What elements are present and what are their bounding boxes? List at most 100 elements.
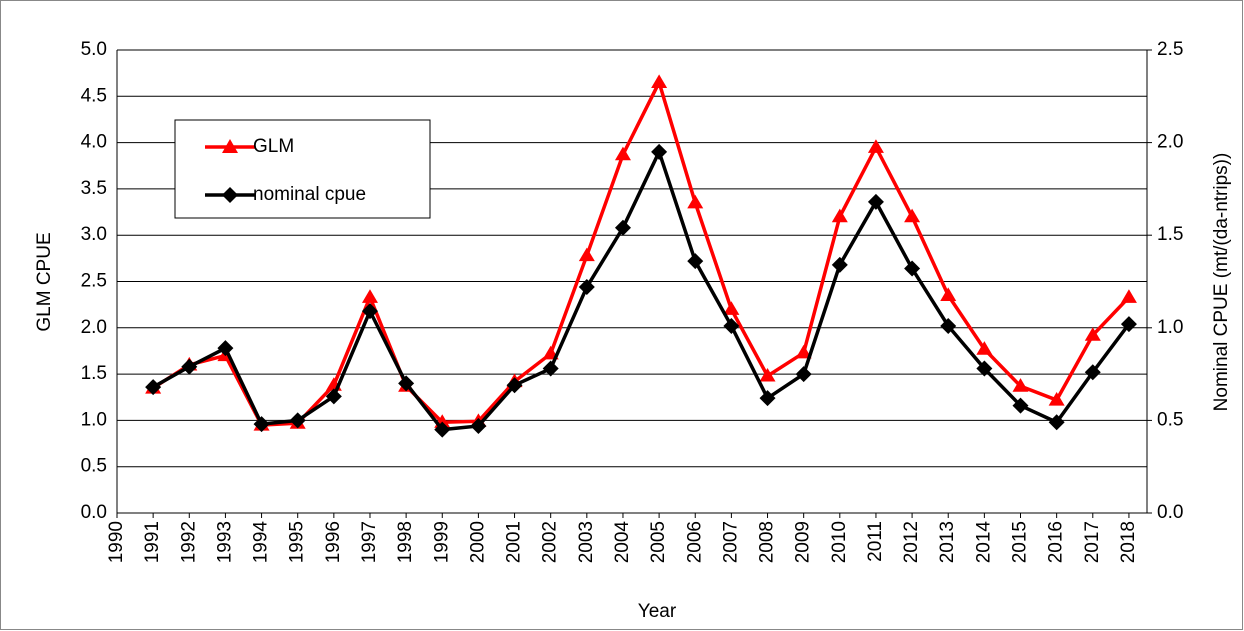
marker (940, 287, 957, 301)
marker (759, 390, 776, 407)
y2-tick-label: 0.0 (1157, 502, 1183, 523)
x-tick-label: 1994 (251, 521, 272, 564)
x-tick-label: 2000 (467, 521, 488, 563)
x-tick-label: 2015 (1010, 521, 1031, 563)
marker (867, 193, 884, 210)
x-tick-label: 2008 (757, 521, 778, 563)
y-axis-label: GLM CPUE (34, 232, 55, 331)
x-tick-label: 2014 (973, 521, 994, 564)
x-tick-label: 1997 (359, 521, 380, 563)
marker (687, 253, 704, 270)
marker (614, 146, 631, 161)
marker (904, 260, 921, 277)
marker (651, 74, 668, 89)
y-tick-label: 4.5 (81, 85, 107, 106)
marker (1120, 289, 1137, 303)
y2-tick-label: 1.5 (1157, 224, 1183, 245)
legend-label: GLM (253, 136, 294, 157)
x-axis-label: Year (638, 601, 677, 622)
legend: GLM nominal cpue (174, 119, 431, 219)
marker (759, 367, 776, 382)
x-tick-label: 2007 (720, 521, 741, 563)
marker (723, 301, 740, 315)
marker (253, 416, 270, 433)
x-tick-label: 1992 (178, 521, 199, 563)
marker (506, 377, 523, 394)
y-tick-label: 1.5 (81, 363, 107, 384)
marker (867, 139, 884, 153)
x-tick-label: 2006 (684, 521, 705, 563)
legend-label: nominal cpue (253, 184, 366, 205)
marker (1084, 364, 1101, 381)
x-tick-label: 1993 (214, 521, 235, 563)
legend-marker (222, 139, 238, 153)
marker (1048, 414, 1065, 431)
marker (614, 219, 631, 236)
marker (145, 379, 162, 396)
marker (542, 360, 559, 377)
marker (470, 417, 487, 434)
y2-axis-label: Nominal CPUE (mt/(da-ntrips)) (1211, 153, 1232, 412)
marker (578, 279, 595, 296)
y-tick-label: 0.5 (81, 456, 107, 477)
marker (651, 143, 668, 160)
marker (181, 358, 198, 375)
x-tick-label: 1995 (287, 521, 308, 563)
x-tick-label: 2004 (612, 521, 633, 564)
x-tick-label: 2016 (1046, 521, 1067, 563)
x-tick-label: 2017 (1082, 521, 1103, 563)
y-tick-label: 5.0 (81, 39, 107, 60)
marker (723, 317, 740, 334)
y-tick-label: 2.5 (81, 271, 107, 292)
y2-tick-label: 2.5 (1157, 39, 1183, 60)
marker (1120, 316, 1137, 333)
y-tick-label: 0.0 (81, 502, 107, 523)
marker (795, 366, 812, 383)
legend-marker (222, 187, 238, 203)
marker (1012, 397, 1029, 414)
x-tick-label: 2003 (576, 521, 597, 563)
y-tick-label: 3.5 (81, 178, 107, 199)
x-tick-label: 2001 (504, 521, 525, 563)
marker (795, 344, 812, 359)
y2-tick-label: 1.0 (1157, 317, 1183, 338)
x-tick-label: 2009 (793, 521, 814, 563)
marker (1048, 392, 1065, 406)
x-tick-label: 2005 (648, 521, 669, 563)
marker (940, 317, 957, 334)
y-tick-label: 1.0 (81, 409, 107, 430)
series-line (152, 77, 1131, 427)
marker (361, 303, 378, 320)
x-tick-label: 2011 (865, 521, 886, 562)
marker (325, 388, 342, 405)
series-line (152, 147, 1131, 432)
y2-tick-label: 2.0 (1157, 132, 1183, 153)
x-tick-label: 2018 (1118, 521, 1139, 563)
x-tick-label: 1991 (142, 521, 163, 563)
marker (289, 412, 306, 429)
y-tick-label: 3.0 (81, 224, 107, 245)
legend-box (174, 119, 431, 219)
marker (831, 256, 848, 273)
marker (361, 289, 378, 303)
marker (976, 341, 993, 355)
x-tick-label: 2010 (829, 521, 850, 563)
marker (217, 340, 234, 357)
marker (578, 247, 595, 262)
x-tick-label: 1998 (395, 521, 416, 563)
x-tick-label: 1999 (431, 521, 452, 563)
marker (1084, 327, 1101, 341)
x-tick-label: 2013 (937, 521, 958, 563)
marker (687, 194, 704, 209)
marker (976, 360, 993, 377)
y-tick-label: 2.0 (81, 317, 107, 338)
x-tick-label: 2002 (540, 521, 561, 563)
y-tick-label: 4.0 (81, 132, 107, 153)
x-tick-label: 1990 (106, 521, 127, 563)
x-tick-label: 1996 (323, 521, 344, 563)
marker (398, 375, 415, 392)
marker (904, 208, 921, 223)
